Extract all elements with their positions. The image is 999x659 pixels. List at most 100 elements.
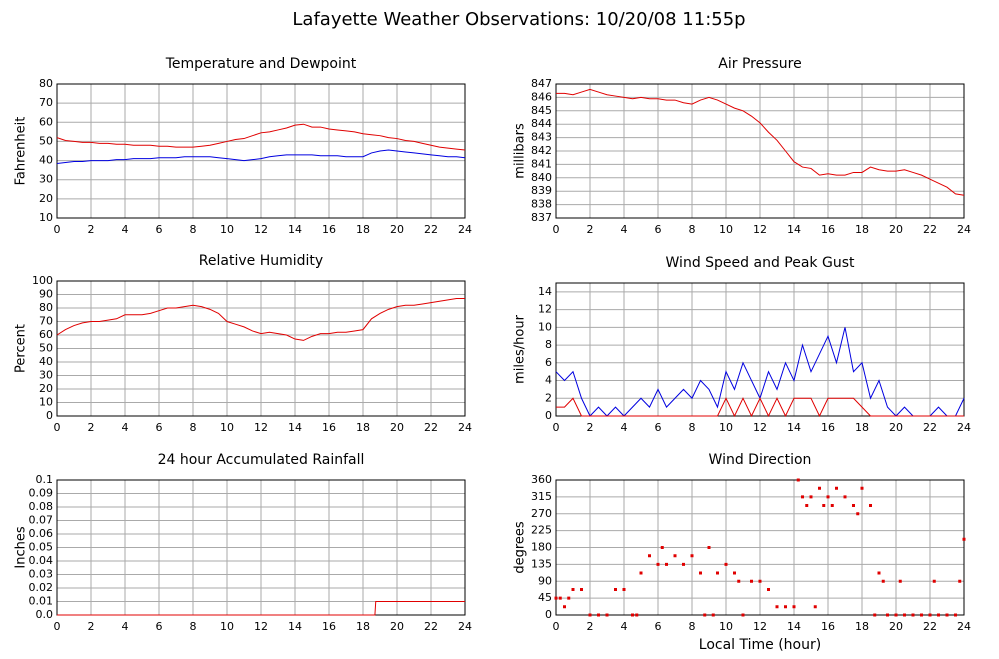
data-point <box>588 613 592 617</box>
y-axis-label: Percent <box>14 324 29 373</box>
data-point <box>767 588 770 591</box>
data-point <box>660 546 664 549</box>
x-tick-label: 16 <box>821 421 835 434</box>
y-tick-label: 843 <box>531 131 552 144</box>
data-point <box>716 571 719 575</box>
panel-title: Wind Speed and Peak Gust <box>666 255 855 271</box>
data-point <box>571 588 575 591</box>
x-tick-label: 10 <box>719 421 733 434</box>
y-tick-label: 0 <box>46 409 53 422</box>
plot-frame <box>56 83 466 219</box>
x-tick-label: 2 <box>88 223 95 236</box>
x-tick-label: 8 <box>689 223 696 236</box>
x-tick-label: 0 <box>553 620 560 633</box>
data-point <box>873 613 877 617</box>
x-tick-label: 14 <box>787 223 801 236</box>
x-tick-label: 10 <box>220 223 234 236</box>
y-tick-label: 20 <box>39 192 53 205</box>
data-point <box>597 613 600 617</box>
y-tick-label: 270 <box>531 507 552 520</box>
x-tick-label: 22 <box>424 223 438 236</box>
y-tick-label: 225 <box>531 524 552 537</box>
x-tick-label: 18 <box>855 223 869 236</box>
x-tick-label: 16 <box>322 421 336 434</box>
y-tick-label: 10 <box>538 320 552 333</box>
y-tick-label: 0.01 <box>29 595 54 608</box>
data-point <box>856 512 860 516</box>
x-tick-label: 2 <box>88 620 95 633</box>
y-axis-label: Inches <box>14 526 29 568</box>
y-tick-label: 14 <box>538 285 552 298</box>
data-line <box>56 149 466 164</box>
y-axis-label: miles/hour <box>513 314 528 383</box>
x-tick-label: 18 <box>356 421 370 434</box>
x-tick-label: 6 <box>156 223 163 236</box>
data-point <box>903 613 906 617</box>
x-tick-label: 22 <box>923 223 937 236</box>
data-line <box>57 601 465 616</box>
data-point <box>886 613 889 617</box>
data-point <box>877 571 881 575</box>
x-tick-label: 18 <box>356 223 370 236</box>
x-tick-label: 16 <box>322 223 336 236</box>
x-tick-label: 10 <box>719 223 733 236</box>
x-tick-label: 22 <box>424 620 438 633</box>
x-tick-label: 4 <box>122 620 129 633</box>
x-tick-label: 22 <box>923 620 937 633</box>
x-tick-label: 6 <box>156 620 163 633</box>
x-tick-label: 4 <box>122 223 129 236</box>
x-tick-label: 20 <box>390 421 404 434</box>
y-tick-label: 90 <box>538 574 552 587</box>
x-tick-label: 2 <box>587 421 594 434</box>
x-tick-label: 20 <box>889 421 903 434</box>
data-line <box>556 88 965 196</box>
plot-frame <box>56 280 466 417</box>
x-tick-label: 2 <box>587 223 594 236</box>
y-tick-label: 0.04 <box>29 554 54 567</box>
y-tick-label: 0.05 <box>29 541 54 554</box>
x-tick-label: 2 <box>587 620 594 633</box>
x-tick-label: 10 <box>220 620 234 633</box>
y-tick-label: 315 <box>531 490 552 503</box>
x-tick-label: 0 <box>553 421 560 434</box>
page-title: Lafayette Weather Observations: 10/20/08… <box>292 9 745 30</box>
x-tick-label: 22 <box>923 421 937 434</box>
x-tick-label: 20 <box>889 620 903 633</box>
data-point <box>932 579 936 583</box>
data-point <box>869 504 872 507</box>
x-tick-label: 12 <box>753 620 767 633</box>
x-tick-label: 10 <box>220 421 234 434</box>
data-point <box>830 504 834 507</box>
y-tick-label: 838 <box>531 198 552 211</box>
y-tick-label: 80 <box>39 77 53 90</box>
x-tick-label: 0 <box>553 223 560 236</box>
x-tick-label: 10 <box>719 620 733 633</box>
y-tick-label: 135 <box>531 557 552 570</box>
data-point <box>631 613 634 617</box>
x-tick-label: 14 <box>288 421 302 434</box>
data-point <box>784 605 787 609</box>
x-tick-label: 20 <box>390 223 404 236</box>
data-point <box>690 554 694 558</box>
y-tick-label: 0.03 <box>29 568 54 581</box>
data-line <box>556 397 964 418</box>
data-point <box>605 613 609 617</box>
x-tick-label: 6 <box>655 421 662 434</box>
data-point <box>822 504 826 507</box>
data-point <box>796 478 800 482</box>
data-point <box>775 605 779 609</box>
data-point <box>911 613 915 617</box>
y-tick-label: 180 <box>531 541 552 554</box>
y-tick-label: 45 <box>538 591 552 604</box>
plot-frame <box>555 479 965 616</box>
data-point <box>792 605 796 609</box>
y-tick-label: 100 <box>32 274 53 287</box>
y-tick-label: 0.06 <box>29 527 54 540</box>
data-point <box>894 613 898 617</box>
y-tick-label: 0.0 <box>36 608 54 621</box>
data-point <box>843 495 847 499</box>
data-point <box>852 504 855 507</box>
y-tick-label: 847 <box>531 77 552 90</box>
y-tick-label: 360 <box>531 473 552 486</box>
